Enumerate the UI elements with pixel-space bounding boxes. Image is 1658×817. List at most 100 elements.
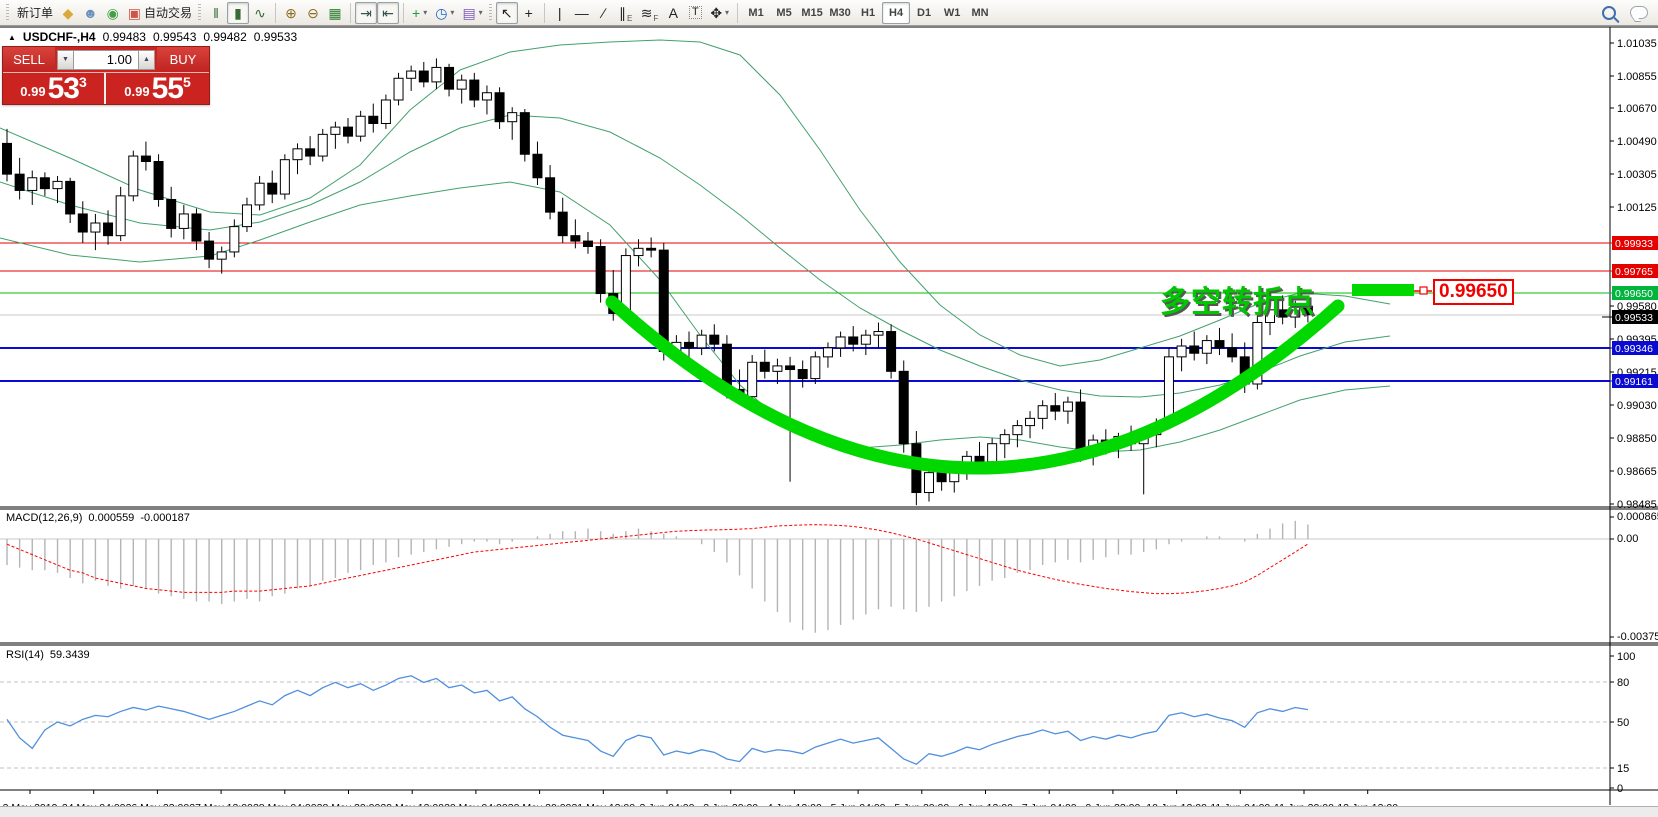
horizontal-line-icon[interactable]: — (574, 4, 589, 21)
vertical-line-icon[interactable]: | (557, 4, 562, 21)
volume-stepper: ▼ 1.00 ▲ (55, 47, 157, 72)
ohlc-high: 0.99543 (152, 30, 197, 44)
autotrading-button[interactable]: ▣ 自动交易 (127, 4, 192, 21)
line-chart-icon[interactable]: ∿ (254, 4, 266, 21)
text-icon[interactable]: A (668, 4, 678, 21)
svg-text:1.00305: 1.00305 (1617, 169, 1657, 181)
volume-field[interactable]: 1.00 (74, 49, 138, 70)
svg-text:100: 100 (1617, 651, 1635, 663)
symbol-title: USDCHF-,H4 (22, 30, 96, 44)
tile-windows-icon[interactable]: ▦ (328, 4, 342, 21)
one-click-trading-panel: SELL ▼ 1.00 ▲ BUY 0.99 53 3 0.99 55 5 (2, 46, 210, 105)
zoom-out-icon[interactable]: ⊖ (307, 4, 319, 21)
svg-text:0.99030: 0.99030 (1617, 400, 1657, 412)
bar-chart-icon[interactable]: ‖ (213, 4, 219, 21)
templates-icon[interactable]: ▤ ▾ (462, 4, 483, 21)
search-icon[interactable] (1602, 5, 1616, 20)
buy-price[interactable]: 0.99 55 5 (106, 73, 209, 104)
timeframe-m15-button[interactable]: M15 (801, 6, 823, 19)
timeframe-m30-button[interactable]: M30 (829, 6, 851, 19)
metaeditor-icon[interactable]: ◆ (62, 4, 74, 21)
zoom-in-icon[interactable]: ⊕ (285, 4, 297, 21)
ohlc-low: 0.99482 (203, 30, 247, 44)
svg-text:0.99161: 0.99161 (1615, 376, 1653, 388)
cursor-icon[interactable]: ↖ (495, 1, 518, 24)
trendline-icon[interactable]: ∕ (602, 4, 605, 21)
buy-price-big: 55 (151, 72, 184, 105)
ohlc-open: 0.99483 (102, 30, 146, 44)
timeframe-h4-button[interactable]: H4 (882, 1, 911, 24)
toolbar-separator (350, 2, 351, 23)
sell-price[interactable]: 0.99 53 3 (3, 73, 106, 104)
buy-price-small: 0.99 (124, 84, 150, 99)
bottom-scroll-strip[interactable] (0, 806, 1658, 817)
rsi-label: RSI(14) 59.3439 (6, 649, 90, 661)
timeframe-mn-button[interactable]: MN (971, 6, 989, 19)
macd-label: MACD(12,26,9) 0.000559 -0.000187 (6, 512, 190, 524)
volume-decrease-button[interactable]: ▼ (57, 49, 74, 70)
new-order-button[interactable]: 新订单 (17, 6, 54, 20)
svg-text:-0.003753: -0.003753 (1617, 631, 1658, 643)
volume-increase-button[interactable]: ▲ (138, 49, 155, 70)
svg-text:0.98485: 0.98485 (1617, 499, 1657, 511)
sell-price-sup: 3 (78, 74, 87, 90)
svg-text:80: 80 (1617, 677, 1629, 689)
add-indicator-icon[interactable]: + ▾ (412, 4, 428, 21)
svg-text:0.000865: 0.000865 (1617, 511, 1658, 523)
toolbar-grip (6, 3, 9, 22)
market-watch-icon[interactable]: ☻ (83, 4, 98, 21)
periods-icon[interactable]: ◷ ▾ (435, 4, 455, 21)
annotation-text: 多空转折点 (1160, 286, 1315, 319)
scroll-to-end-icon[interactable]: ⇥ (355, 1, 377, 24)
svg-text:0.98665: 0.98665 (1617, 466, 1657, 478)
timeframe-m5-button[interactable]: M5 (776, 6, 792, 19)
ohlc-close: 0.99533 (253, 30, 298, 44)
macd-name: MACD(12,26,9) (6, 512, 83, 524)
symbol-ohlc-line: ▲ USDCHF-,H4 0.99483 0.99543 0.99482 0.9… (8, 30, 297, 44)
timeframe-m1-button[interactable]: M1 (748, 6, 764, 19)
svg-text:1.00670: 1.00670 (1617, 103, 1657, 115)
svg-text:1.00855: 1.00855 (1617, 71, 1657, 83)
chat-icon[interactable] (1630, 6, 1648, 19)
timeframe-w1-button[interactable]: W1 (943, 6, 961, 19)
svg-text:0.99533: 0.99533 (1615, 312, 1653, 324)
signals-icon[interactable]: ◉ (106, 4, 119, 21)
svg-text:1.00125: 1.00125 (1617, 202, 1657, 214)
toolbar-grip (198, 3, 201, 22)
buy-button[interactable]: BUY (157, 47, 209, 72)
timeframe-d1-button[interactable]: D1 (917, 6, 932, 19)
crosshair-icon[interactable]: + (524, 4, 533, 21)
toolbar-separator (403, 2, 404, 23)
rsi-value: 59.3439 (49, 649, 90, 661)
svg-text:0.99765: 0.99765 (1615, 266, 1653, 278)
svg-text:0.98850: 0.98850 (1617, 433, 1657, 445)
toolbar: 新订单 ◆ ☻ ◉ ▣ 自动交易 ‖ ▮ ∿ ⊕ ⊖ ▦ ⇥ ⇤ + ▾ ◷ ▾ ▤ ▾ ↖ + | — ∕ ∥ E ≋ F A T ✥ ▾ M1… (0, 0, 1658, 26)
sell-button[interactable]: SELL (3, 47, 55, 72)
price-callout-label[interactable]: 0.99650 (1433, 279, 1514, 305)
text-label-icon[interactable]: T (684, 2, 706, 24)
chart-shift-icon[interactable]: ⇤ (377, 1, 399, 24)
toolbar-separator (543, 2, 545, 23)
sell-price-big: 53 (47, 72, 80, 105)
svg-text:0.00: 0.00 (1617, 533, 1638, 545)
svg-text:1.00490: 1.00490 (1617, 136, 1657, 148)
sell-price-small: 0.99 (20, 84, 46, 99)
svg-text:50: 50 (1617, 717, 1629, 729)
toolbar-separator (737, 2, 739, 23)
fibonacci-icon[interactable]: ≋ F (640, 4, 659, 23)
candlestick-chart-icon[interactable]: ▮ (227, 1, 249, 24)
toolbar-separator (275, 2, 276, 23)
svg-text:0.99346: 0.99346 (1615, 343, 1653, 355)
arrows-icon[interactable]: ✥ ▾ (710, 4, 730, 21)
toolbar-grip (488, 3, 492, 22)
svg-text:0.99933: 0.99933 (1615, 238, 1653, 250)
channel-icon[interactable]: ∥ E (619, 4, 633, 23)
collapse-icon[interactable]: ▲ (8, 32, 16, 42)
buy-price-sup: 5 (182, 74, 191, 90)
svg-text:0: 0 (1617, 783, 1623, 795)
rsi-name: RSI(14) (6, 649, 44, 661)
timeframe-h1-button[interactable]: H1 (861, 6, 876, 19)
macd-signal-value: -0.000187 (140, 512, 190, 524)
